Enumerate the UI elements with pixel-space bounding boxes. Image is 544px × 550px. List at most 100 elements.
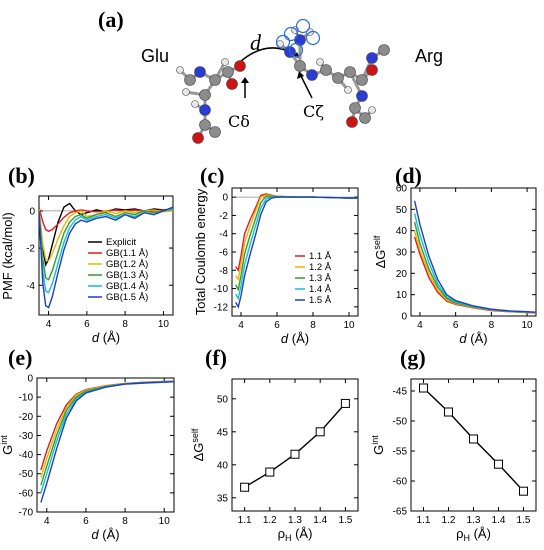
y-tick-label: -50: [19, 469, 34, 480]
distance-symbol: d: [250, 30, 262, 55]
data-point-marker: [519, 486, 528, 496]
y-tick-label: -12: [214, 302, 229, 313]
atom-N: [366, 52, 378, 64]
hydrogen-radius-highlight: [288, 42, 304, 58]
atom-C: [359, 112, 371, 124]
legend-entry: GB(1.2 Å): [106, 259, 148, 270]
x-axis-label: d (Å): [459, 331, 487, 346]
atom-H: [368, 106, 376, 114]
atom-O: [346, 116, 358, 128]
chart-d: 4 6 8 10 0 10 20 30 40 50 60 d (Å) ΔGself: [372, 184, 537, 346]
y-tick-label: 35: [217, 493, 229, 504]
x-tick-label: 4: [238, 320, 244, 331]
atom-N: [199, 104, 211, 116]
data-point-marker: [469, 434, 478, 444]
chart-f: 1.1 1.2 1.3 1.4 1.5 35 40 45 50 ρH (Å) ΔGself: [190, 378, 359, 543]
y-tick-label: -70: [19, 508, 34, 519]
x-tick-label: 4: [46, 319, 52, 330]
legend-entry: GB(1.3 Å): [106, 270, 148, 281]
glu-label: Glu: [141, 46, 169, 66]
panel-e-label: (e): [8, 345, 32, 370]
series-line: [234, 196, 358, 309]
atom-N: [306, 69, 318, 81]
y-tick-label: 50: [396, 205, 408, 216]
data-point-marker: [290, 449, 300, 459]
x-axis-label: ρH (Å): [456, 526, 491, 543]
arg-label: Arg: [415, 46, 443, 66]
atom-H: [344, 86, 352, 94]
y-tick-label: -2: [219, 211, 228, 222]
hydrogen-radius-highlight: [283, 26, 299, 42]
atom-C: [209, 126, 221, 138]
c-zeta-arrowhead: [297, 71, 304, 79]
atom-O: [366, 64, 378, 76]
x-tick-label: 1.4: [492, 515, 506, 526]
y-tick-label: -20: [19, 412, 34, 423]
y-tick-label: 0: [222, 193, 228, 204]
y-tick-label: -55: [393, 447, 408, 458]
atom-C: [332, 72, 344, 84]
y-tick-label: 60: [396, 184, 408, 195]
data-point-marker: [444, 407, 453, 417]
y-tick-label: 30: [396, 248, 408, 259]
x-tick-label: 10: [158, 319, 170, 330]
x-tick-label: 8: [310, 320, 316, 331]
series-line: [39, 206, 173, 309]
atom-C: [199, 119, 211, 131]
x-tick-label: 1.5: [338, 515, 352, 526]
x-tick-label: 1.1: [238, 515, 252, 526]
series-layer: [40, 380, 174, 503]
y-tick-label: -60: [19, 488, 34, 499]
charts-layer: 4 6 8 100-2-4d (Å)PMF (kcal/mol) ExplicitGB(…: [0, 184, 537, 543]
y-axis-label: Gint: [370, 435, 386, 455]
y-tick-label: -45: [393, 387, 408, 398]
c-zeta-label: Cζ: [303, 102, 324, 121]
hydrogen-radius-highlight: [305, 30, 321, 46]
atom-H: [221, 58, 229, 66]
data-point-marker: [265, 467, 275, 477]
data-point-marker: [340, 398, 350, 408]
legend-entry: Explicit: [106, 237, 136, 248]
x-tick-label: 8: [122, 319, 128, 330]
y-tick-label: -50: [393, 417, 408, 428]
atom-H: [176, 66, 184, 74]
legend-entry: GB(1.5 Å): [106, 292, 148, 303]
y-axis-label: Total Coulomb energy: [193, 188, 208, 315]
plot-frame: [38, 195, 174, 316]
y-tick-label: -8: [219, 266, 228, 277]
panel-f-label: (f): [205, 345, 227, 370]
x-tick-label: 6: [84, 319, 90, 330]
y-tick-label: 20: [396, 269, 408, 280]
y-tick-label: -10: [19, 393, 34, 404]
legend-entry: GB(1.4 Å): [106, 281, 148, 292]
x-axis-label: ρH (Å): [278, 526, 313, 543]
y-axis-label: ΔGself: [372, 235, 388, 268]
y-tick-label: 10: [396, 290, 408, 301]
chart-e: 4 6 8 10 0 -10 -20 -30 -40 -50 -60 -70 d (Å) Gint: [0, 374, 175, 542]
atom-C: [294, 60, 306, 72]
atom-C: [320, 64, 332, 76]
series-layer: [234, 193, 358, 309]
hydrogen-radius-highlight: [295, 18, 311, 34]
series-layer: [244, 402, 346, 488]
series-line: [413, 236, 536, 314]
y-axis-label: ΔGself: [190, 428, 206, 461]
panel-g-label: (g): [400, 345, 426, 370]
atom-C: [356, 74, 368, 86]
series-line: [40, 381, 174, 503]
c-delta-label: Cδ: [228, 112, 250, 131]
atom-C: [378, 44, 390, 56]
x-tick-label: 10: [522, 320, 534, 331]
series-line: [244, 402, 346, 488]
y-tick-label: -4: [26, 281, 35, 292]
y-tick-label: -60: [393, 477, 408, 488]
atom-C: [344, 66, 356, 78]
atom-C: [222, 66, 234, 78]
atom-O: [234, 60, 246, 72]
atom-H: [191, 100, 199, 108]
series-layer: [413, 200, 536, 314]
legend-entry: 1.4 Å: [309, 284, 332, 295]
